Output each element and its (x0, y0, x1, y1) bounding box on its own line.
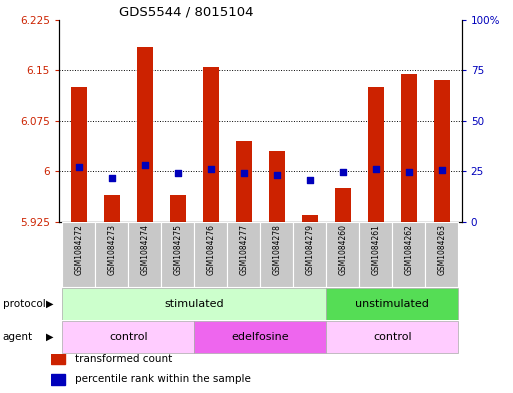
Bar (170, 195, 186, 222)
Bar (392, 222, 425, 287)
Bar (203, 67, 219, 222)
Text: edelfosine: edelfosine (231, 332, 289, 342)
Bar (302, 215, 318, 222)
Text: control: control (373, 332, 412, 342)
Text: protocol: protocol (3, 299, 45, 309)
Text: ▶: ▶ (46, 332, 54, 342)
Text: stimulated: stimulated (165, 299, 224, 309)
Point (75, 164, 83, 171)
Text: GSM1084262: GSM1084262 (404, 224, 413, 275)
Text: GSM1084275: GSM1084275 (173, 224, 182, 275)
Bar (71, 87, 87, 222)
Text: GSM1084273: GSM1084273 (107, 224, 116, 275)
Point (273, 173, 281, 179)
Text: GSM1084260: GSM1084260 (339, 224, 347, 275)
Bar (261, 222, 293, 287)
Bar (293, 222, 326, 287)
Bar (326, 321, 459, 353)
Text: unstimulated: unstimulated (356, 299, 429, 309)
Point (108, 174, 116, 181)
Bar (401, 73, 417, 222)
Point (306, 176, 314, 183)
Bar (62, 288, 326, 320)
Point (372, 166, 380, 173)
Bar (326, 222, 360, 287)
Bar (194, 222, 227, 287)
Bar (51, 374, 65, 385)
Text: GSM1084276: GSM1084276 (206, 224, 215, 275)
Text: GSM1084279: GSM1084279 (305, 224, 314, 275)
Bar (62, 321, 194, 353)
Bar (368, 87, 384, 222)
Text: GSM1084272: GSM1084272 (74, 224, 83, 275)
Text: GSM1084277: GSM1084277 (240, 224, 248, 275)
Bar (104, 195, 120, 222)
Point (339, 169, 347, 176)
Text: GSM1084278: GSM1084278 (272, 224, 281, 275)
Bar (433, 81, 450, 222)
Bar (161, 222, 194, 287)
Bar (425, 222, 459, 287)
Text: transformed count: transformed count (75, 354, 172, 364)
Bar (136, 47, 153, 222)
Bar (235, 141, 252, 222)
Bar (269, 151, 285, 222)
Bar (194, 321, 326, 353)
Point (207, 166, 215, 173)
Point (141, 162, 149, 169)
Bar (360, 222, 392, 287)
Text: GDS5544 / 8015104: GDS5544 / 8015104 (120, 6, 254, 18)
Point (438, 167, 446, 174)
Text: GSM1084261: GSM1084261 (371, 224, 380, 275)
Bar (95, 222, 128, 287)
Text: percentile rank within the sample: percentile rank within the sample (75, 374, 251, 384)
Text: agent: agent (3, 332, 33, 342)
Text: GSM1084274: GSM1084274 (141, 224, 149, 275)
Point (174, 170, 182, 176)
Point (405, 169, 413, 176)
Text: GSM1084263: GSM1084263 (438, 224, 446, 275)
Text: control: control (109, 332, 148, 342)
Bar (62, 222, 95, 287)
Bar (227, 222, 261, 287)
Bar (128, 222, 161, 287)
Point (240, 170, 248, 176)
Bar (326, 288, 459, 320)
Bar (334, 188, 351, 222)
Text: ▶: ▶ (46, 299, 54, 309)
Bar (51, 353, 65, 364)
